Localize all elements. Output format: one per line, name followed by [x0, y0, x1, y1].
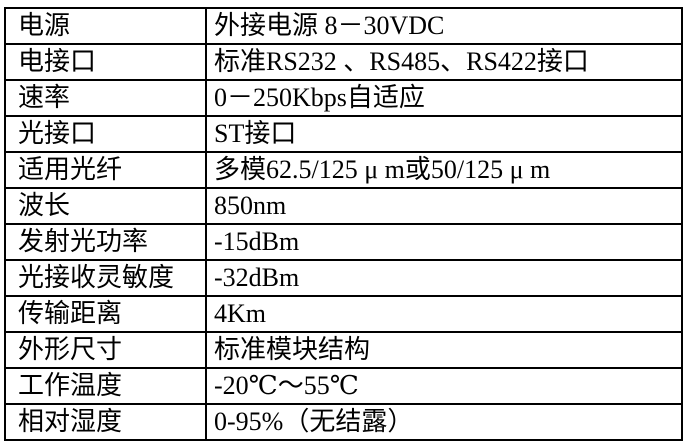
spec-table-body: 电源 外接电源 8－30VDC 电接口 标准RS232 、RS485、RS422接口速…: [4, 7, 683, 441]
spec-value-cell: 0-95%（无结露）: [205, 403, 683, 441]
spec-value-cell: 外接电源 8－30VDC: [205, 7, 683, 45]
spec-value-cell: 4Km: [205, 295, 683, 333]
spec-row: 工作温度 -20℃～55℃: [4, 367, 683, 405]
spec-value-cell: 标准模块结构: [205, 331, 683, 369]
spec-row: 传输距离 4Km: [4, 295, 683, 333]
spec-row: 光接口 ST接口: [4, 115, 683, 153]
spec-table: 电源 外接电源 8－30VDC 电接口 标准RS232 、RS485、RS422接口速…: [4, 7, 683, 441]
spec-value-cell: 多模62.5/125 μ m或50/125 μ m: [205, 151, 683, 189]
spec-row: 外形尺寸 标准模块结构: [4, 331, 683, 369]
spec-row: 相对湿度 0-95%（无结露）: [4, 403, 683, 441]
spec-value-cell: 标准RS232 、RS485、RS422接口: [205, 43, 683, 81]
spec-label-cell: 外形尺寸: [4, 331, 207, 369]
spec-label-cell: 工作温度: [4, 367, 207, 405]
spec-label-cell: 相对湿度: [4, 403, 207, 441]
spec-row: 电接口 标准RS232 、RS485、RS422接口: [4, 43, 683, 81]
spec-label-cell: 速率: [4, 79, 207, 117]
spec-row: 速率 0－250Kbps自适应: [4, 79, 683, 117]
spec-row: 适用光纤 多模62.5/125 μ m或50/125 μ m: [4, 151, 683, 189]
spec-row: 电源 外接电源 8－30VDC: [4, 7, 683, 45]
spec-label-cell: 传输距离: [4, 295, 207, 333]
spec-label-cell: 波长: [4, 187, 207, 225]
spec-value-cell: -15dBm: [205, 223, 683, 261]
spec-row: 光接收灵敏度 -32dBm: [4, 259, 683, 297]
spec-label-cell: 发射光功率: [4, 223, 207, 261]
spec-label-cell: 电接口: [4, 43, 207, 81]
spec-value-cell: ST接口: [205, 115, 683, 153]
spec-label-cell: 光接口: [4, 115, 207, 153]
spec-label-cell: 电源: [4, 7, 207, 45]
spec-value-cell: 0－250Kbps自适应: [205, 79, 683, 117]
spec-label-cell: 适用光纤: [4, 151, 207, 189]
spec-row: 发射光功率 -15dBm: [4, 223, 683, 261]
spec-value-cell: -32dBm: [205, 259, 683, 297]
spec-value-cell: -20℃～55℃: [205, 367, 683, 405]
spec-row: 波长 850nm: [4, 187, 683, 225]
spec-label-cell: 光接收灵敏度: [4, 259, 207, 297]
spec-value-cell: 850nm: [205, 187, 683, 225]
